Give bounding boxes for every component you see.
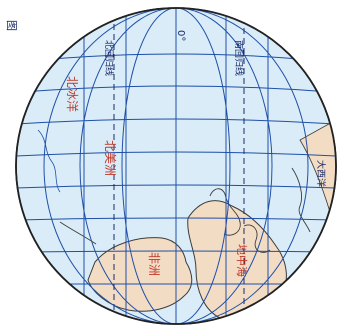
label-region-left-belt: 北冰洋 bbox=[65, 76, 80, 112]
coast-line-2 bbox=[243, 224, 271, 253]
label-sea-right: 地中海 bbox=[235, 244, 249, 277]
meridian bbox=[79, 8, 273, 324]
parallel bbox=[21, 85, 331, 93]
label-corner-top: 图 bbox=[5, 20, 18, 31]
parallel bbox=[39, 53, 313, 61]
label-region-left-main: 北美洲 bbox=[103, 140, 117, 176]
parallel bbox=[25, 250, 327, 253]
coast-line-4 bbox=[59, 221, 97, 245]
coast-line-1 bbox=[209, 188, 241, 236]
meridian bbox=[43, 8, 309, 324]
label-tropic-south: 南回归线 bbox=[233, 40, 245, 76]
label-continent-bottom: 非洲 bbox=[147, 252, 161, 276]
parallel bbox=[16, 151, 336, 157]
label-tropic-north: 北回归线 bbox=[103, 40, 115, 76]
parallel bbox=[16, 118, 336, 125]
parallels bbox=[16, 53, 336, 285]
parallel bbox=[16, 184, 336, 189]
label-ocean-right-edge: 大西洋 bbox=[315, 160, 327, 187]
special-circles bbox=[113, 14, 245, 322]
parallel bbox=[17, 217, 335, 221]
coast-line-5 bbox=[37, 129, 61, 193]
meridians bbox=[43, 8, 309, 324]
coast-line-3 bbox=[291, 167, 311, 233]
globe-outline bbox=[15, 7, 337, 325]
label-top-meridian: 0° bbox=[175, 30, 186, 41]
meridian bbox=[121, 8, 231, 324]
